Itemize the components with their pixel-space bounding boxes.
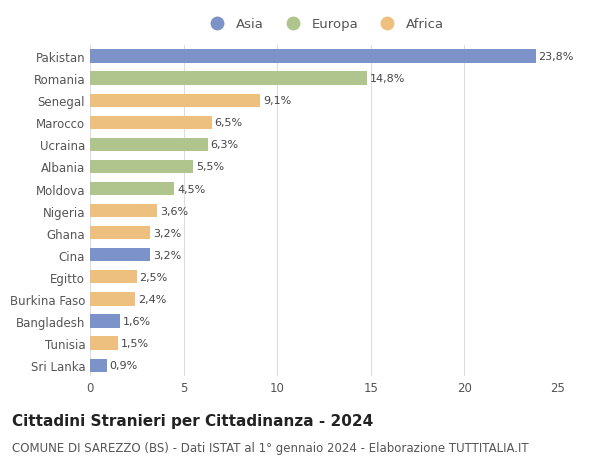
- Text: 3,2%: 3,2%: [153, 228, 181, 238]
- Text: 2,5%: 2,5%: [140, 272, 168, 282]
- Bar: [90, 205, 157, 218]
- Text: 6,5%: 6,5%: [214, 118, 242, 128]
- Legend: Asia, Europa, Africa: Asia, Europa, Africa: [199, 13, 449, 36]
- Bar: [90, 139, 208, 151]
- Bar: [90, 95, 260, 107]
- Bar: [90, 161, 193, 174]
- Text: 4,5%: 4,5%: [177, 184, 205, 194]
- Bar: [90, 271, 137, 284]
- Text: COMUNE DI SAREZZO (BS) - Dati ISTAT al 1° gennaio 2024 - Elaborazione TUTTITALIA: COMUNE DI SAREZZO (BS) - Dati ISTAT al 1…: [12, 441, 529, 453]
- Text: 14,8%: 14,8%: [370, 74, 405, 84]
- Text: 1,5%: 1,5%: [121, 338, 149, 348]
- Bar: [90, 117, 212, 129]
- Bar: [90, 183, 174, 196]
- Text: 1,6%: 1,6%: [123, 316, 151, 326]
- Bar: [90, 315, 120, 328]
- Text: 9,1%: 9,1%: [263, 96, 292, 106]
- Bar: [90, 73, 367, 85]
- Bar: [90, 293, 135, 306]
- Text: 3,6%: 3,6%: [160, 206, 188, 216]
- Text: 6,3%: 6,3%: [211, 140, 239, 150]
- Text: 5,5%: 5,5%: [196, 162, 224, 172]
- Text: 23,8%: 23,8%: [538, 52, 574, 62]
- Text: 2,4%: 2,4%: [138, 294, 166, 304]
- Bar: [90, 359, 107, 372]
- Text: 3,2%: 3,2%: [153, 250, 181, 260]
- Text: 0,9%: 0,9%: [110, 360, 138, 370]
- Bar: [90, 337, 118, 350]
- Bar: [90, 227, 150, 240]
- Bar: [90, 50, 536, 63]
- Text: Cittadini Stranieri per Cittadinanza - 2024: Cittadini Stranieri per Cittadinanza - 2…: [12, 413, 373, 428]
- Bar: [90, 249, 150, 262]
